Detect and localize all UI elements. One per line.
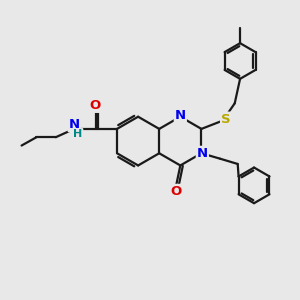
Text: O: O: [170, 185, 182, 198]
Text: O: O: [89, 99, 100, 112]
Text: S: S: [221, 112, 231, 126]
Text: H: H: [73, 129, 83, 139]
Text: N: N: [69, 118, 80, 131]
Text: N: N: [175, 109, 186, 122]
Text: N: N: [197, 147, 208, 160]
